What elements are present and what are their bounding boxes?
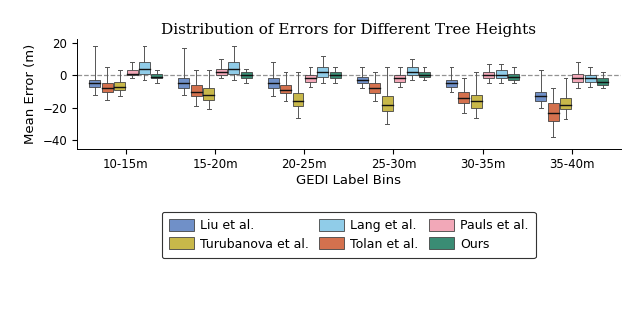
Bar <box>381 96 393 111</box>
Bar <box>204 88 214 100</box>
Bar <box>573 73 584 82</box>
Bar <box>228 62 239 73</box>
Bar <box>241 72 252 78</box>
Bar <box>191 85 202 96</box>
Bar <box>406 67 417 75</box>
Bar <box>585 75 596 82</box>
Bar <box>114 82 125 90</box>
Bar <box>483 72 494 78</box>
Bar <box>369 83 380 93</box>
Bar <box>471 95 482 108</box>
Bar <box>419 72 430 77</box>
Bar <box>508 73 519 80</box>
Bar <box>152 73 163 78</box>
Legend: Liu et al., Turubanova et al., Lang et al., Tolan et al., Pauls et al., Ours: Liu et al., Turubanova et al., Lang et a… <box>162 212 536 258</box>
Bar <box>305 75 316 82</box>
Bar <box>330 72 340 78</box>
Bar <box>292 93 303 106</box>
Bar <box>268 78 278 88</box>
Bar <box>597 78 608 85</box>
Bar <box>179 78 189 88</box>
Y-axis label: Mean Error (m): Mean Error (m) <box>24 44 36 144</box>
Bar <box>139 62 150 73</box>
Bar <box>458 92 469 103</box>
X-axis label: GEDI Label Bins: GEDI Label Bins <box>296 174 401 187</box>
Bar <box>560 98 571 110</box>
Bar <box>496 70 507 78</box>
Bar <box>216 69 227 75</box>
Bar <box>357 77 368 83</box>
Bar <box>535 92 546 101</box>
Title: Distribution of Errors for Different Tree Heights: Distribution of Errors for Different Tre… <box>161 23 536 37</box>
Bar <box>317 67 328 77</box>
Bar <box>127 70 138 75</box>
Bar <box>90 80 100 87</box>
Bar <box>280 85 291 93</box>
Bar <box>102 83 113 92</box>
Bar <box>446 80 457 87</box>
Bar <box>548 103 559 121</box>
Bar <box>394 75 405 82</box>
